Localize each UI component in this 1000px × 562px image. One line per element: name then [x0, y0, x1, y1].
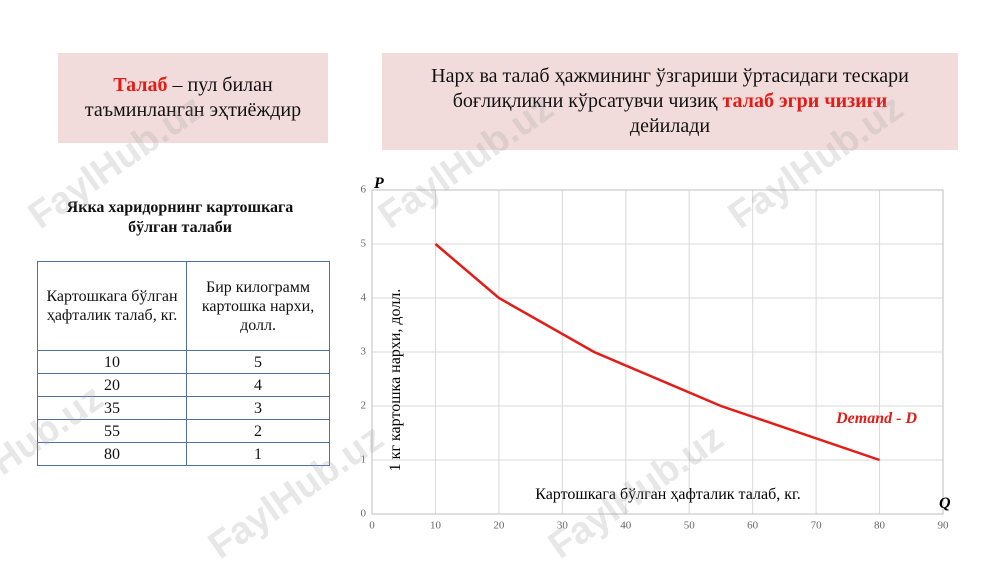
table-header: Бир килограмм картошка нархи, долл. [186, 261, 330, 351]
y-tick-label: 3 [361, 346, 367, 358]
info: Нарх ва талаб ҳажмининг ўзгариши ўртасид… [394, 64, 946, 139]
y-tick-label: 0 [361, 508, 367, 520]
table-cell: 20 [36, 373, 188, 397]
x-tick-label: 90 [938, 520, 950, 532]
table-cell: 4 [186, 373, 330, 397]
table-row: 10 5 [36, 350, 330, 374]
y-tick-label: 1 [361, 454, 367, 466]
definition: Талаб – пул билан таъминланган эҳтиёждир [70, 73, 316, 123]
table-cell: 1 [186, 442, 330, 466]
info-ending: дейилади [629, 115, 711, 137]
info-term: талаб эгри чизиғи [722, 90, 888, 112]
x-tick-label: 0 [369, 520, 375, 532]
table-cell: 5 [186, 350, 330, 374]
definition-box: Талаб – пул билан таъминланган эҳтиёждир [58, 53, 328, 143]
table-cell: 35 [36, 396, 188, 420]
table-cell: 2 [186, 419, 330, 443]
y-axis-symbol: P [373, 175, 384, 192]
y-axis-label: 1 кг картошка нархи, долл. [387, 289, 404, 472]
table-cell: 10 [36, 350, 188, 374]
definition-term: Талаб [113, 74, 168, 96]
annotation: Demand - D [835, 410, 917, 427]
y-tick-label: 2 [361, 400, 367, 412]
table-cell: 55 [36, 419, 188, 443]
table-cell: 80 [36, 442, 188, 466]
table-cell: 3 [186, 396, 330, 420]
x-tick-label: 80 [874, 520, 886, 532]
info-text: Нарх ва талаб ҳажмининг ўзгариши ўртасид… [431, 65, 909, 112]
demand-line [434, 243, 880, 462]
x-tick-label: 20 [493, 520, 505, 532]
table-title: Якка харидорнинг картошкага бўлган талаб… [66, 199, 294, 236]
demand-table: Картошкага бўлган ҳафталик талаб, кг. Бир… [36, 261, 330, 466]
y-tick-label: 5 [361, 238, 367, 250]
definition-text: – пул билан таъминланган эҳтиёждир [84, 74, 302, 121]
x-axis-symbol: Q [939, 495, 951, 512]
x-tick-label: 60 [747, 520, 759, 532]
y-tick-label: 6 [361, 184, 367, 196]
table-header: Картошкага бўлган ҳафталик талаб, кг. [36, 261, 188, 351]
x-axis-label: Картошкага бўлган ҳафталик талаб, кг. [535, 486, 801, 503]
y-tick-label: 4 [361, 292, 367, 304]
table-row: 35 3 [36, 396, 330, 420]
table-row: 80 1 [36, 442, 330, 466]
table-row: 20 4 [36, 373, 330, 397]
x-tick-label: 40 [620, 520, 632, 532]
table-row: 55 2 [36, 419, 330, 443]
x-tick-label: 70 [811, 520, 823, 532]
x-tick-label: 50 [684, 520, 696, 532]
info-box: Нарх ва талаб ҳажмининг ўзгариши ўртасид… [382, 53, 958, 150]
plot-border [371, 189, 944, 515]
x-tick-label: 10 [430, 520, 442, 532]
x-tick-label: 30 [557, 520, 569, 532]
